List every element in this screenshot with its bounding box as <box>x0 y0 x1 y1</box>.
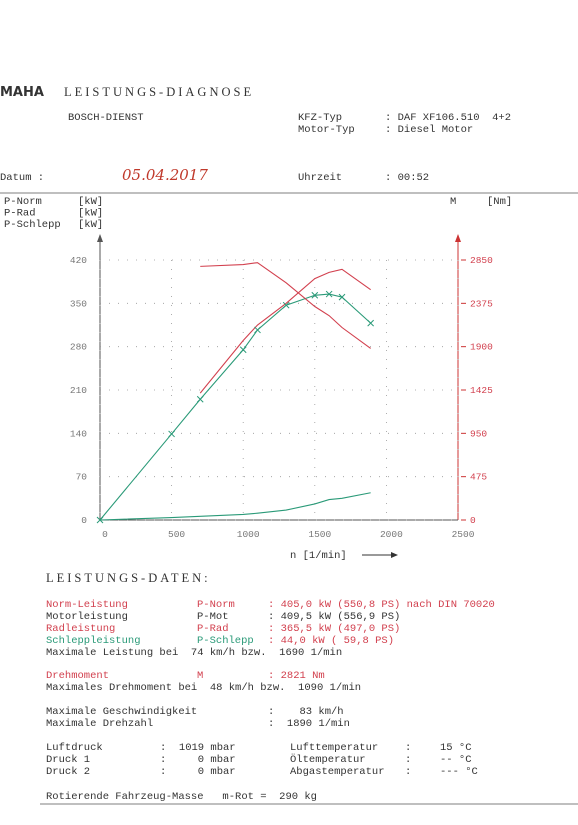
data-cell: Motorleistung <box>46 611 128 623</box>
point-marker <box>325 290 333 298</box>
point-marker <box>311 291 319 299</box>
ambient-cell: 15 °C <box>440 742 472 754</box>
ambient-cell: : 0 mbar <box>160 754 236 766</box>
engine: : Diesel Motor <box>385 124 473 136</box>
vehicle-label: KFZ-Typ <box>298 112 342 124</box>
y2-tick-label: 1425 <box>470 385 493 396</box>
ambient-cell: : <box>405 754 411 766</box>
chart: 0 70 140 210 280 350 420 0 475 950 1425 1900 2375 285… <box>4 196 512 562</box>
ambient-cell: Lufttemperatur <box>290 742 378 754</box>
data-rows: Norm-Leistung P-Norm : 405,0 kW (550,8 PS)… <box>46 599 495 647</box>
data-cell: : 405,0 kW (550,8 PS) nach DIN 70020 <box>268 599 495 611</box>
speed-value: : 83 km/h <box>268 706 344 718</box>
engine-label: Motor-Typ <box>298 124 355 136</box>
ambient-cell: Öltemperatur <box>290 753 366 766</box>
y2-tick-label: 0 <box>470 515 476 526</box>
data-cell: P-Schlepp <box>197 635 254 647</box>
logo: MAHA <box>0 85 44 100</box>
x-tick-label: 1500 <box>308 529 331 540</box>
data-cell: Schleppleistung <box>46 635 141 647</box>
data-cell: : 44,0 kW ( 59,8 PS) <box>268 635 394 647</box>
data-cell: Radleistung <box>46 623 115 635</box>
y-tick-label: 420 <box>70 255 87 266</box>
legend-label: P-Schlepp <box>4 219 61 231</box>
speed-label: Maximale Geschwindigkeit <box>46 706 197 718</box>
legend-label: M <box>450 196 456 208</box>
data-cell: : 409,5 kW (556,9 PS) <box>268 611 400 623</box>
torque-code: M <box>197 670 203 682</box>
rpm-value: : 1890 1/min <box>268 718 350 730</box>
title: LEISTUNGS-DIAGNOSE <box>64 85 254 99</box>
torque-label: Drehmoment <box>46 670 109 682</box>
point-marker <box>254 326 261 334</box>
ambient-cell: : <box>405 766 411 778</box>
mass: Rotierende Fahrzeug-Masse m-Rot = 290 kg <box>46 791 317 803</box>
legend-label: P-Rad <box>4 208 36 220</box>
service: BOSCH-DIENST <box>68 112 144 124</box>
y2-tick-label: 2375 <box>470 298 493 309</box>
y-tick-label: 350 <box>70 298 87 309</box>
data-cell: P-Norm <box>197 599 235 611</box>
point-marker <box>239 346 247 354</box>
y2-tick-label: 1900 <box>470 342 493 353</box>
y-tick-label: 70 <box>76 472 88 483</box>
ambient-cell: Abgastemperatur <box>290 766 385 778</box>
y2-tick-label: 475 <box>470 472 487 483</box>
point-marker <box>168 430 175 438</box>
ambient-cell: Druck 1 <box>46 754 90 766</box>
x-tick-label: 1000 <box>237 529 260 540</box>
legend-label: P-Norm <box>4 196 42 208</box>
y-tick-label: 280 <box>70 342 87 353</box>
ambient: Luftdruck : 1019 mbar Lufttemperatur: 15 °C… <box>46 742 478 778</box>
x-tick-label: 500 <box>168 529 185 540</box>
ambient-cell: --- °C <box>440 766 478 778</box>
max-torque: Maximales Drehmoment bei 48 km/h bzw. 10… <box>46 682 361 694</box>
x-axis-label: n [1/min] <box>290 550 347 562</box>
max-power: Maximale Leistung bei 74 km/h bzw. 1690 … <box>46 647 342 659</box>
point-marker <box>338 293 346 301</box>
ambient-cell: : 0 mbar <box>160 766 236 778</box>
y2-tick-label: 950 <box>470 428 487 439</box>
torque-value: : 2821 Nm <box>268 670 325 682</box>
date: 05.04.2017 <box>122 166 208 184</box>
legend-unit: [kW] <box>78 208 103 220</box>
time-label: Uhrzeit <box>298 172 342 184</box>
y2-tick-label: 2850 <box>470 255 493 266</box>
series-line <box>99 492 371 521</box>
point-marker <box>282 301 290 309</box>
y-tick-label: 210 <box>70 385 87 396</box>
section-title: LEISTUNGS-DATEN: <box>46 571 211 585</box>
ambient-cell: -- °C <box>440 754 472 766</box>
x-tick-label: 0 <box>102 529 108 540</box>
point-marker <box>367 319 375 327</box>
axis-arrow <box>455 234 461 242</box>
series-line <box>200 262 371 349</box>
vehicle: : DAF XF106.510 4+2 <box>385 112 511 124</box>
data-cell: P-Rad <box>197 623 229 635</box>
y-tick-label: 140 <box>70 428 87 439</box>
data-cell: P-Mot <box>197 611 229 623</box>
series-line <box>199 268 371 394</box>
data-cell: : 365,5 kW (497,0 PS) <box>268 623 400 635</box>
rpm-label: Maximale Drehzahl <box>46 718 153 730</box>
series-line <box>99 293 372 521</box>
axis-arrow <box>97 234 103 242</box>
time: : 00:52 <box>385 172 429 184</box>
ambient-cell: Luftdruck <box>46 742 103 754</box>
legend-unit: [Nm] <box>487 196 512 208</box>
legend-unit: [kW] <box>78 219 103 231</box>
date-label: Datum : <box>0 172 44 184</box>
ambient-cell: : <box>405 742 411 754</box>
ambient-cell: Druck 2 <box>46 766 90 778</box>
legend-unit: [kW] <box>78 196 103 208</box>
data-cell: Norm-Leistung <box>46 599 128 611</box>
y-tick-label: 0 <box>81 515 87 526</box>
x-tick-label: 2000 <box>380 529 403 540</box>
x-arrow-head <box>391 552 398 558</box>
x-tick-label: 2500 <box>452 529 475 540</box>
point-marker <box>196 395 204 403</box>
ambient-cell: : 1019 mbar <box>160 742 236 754</box>
